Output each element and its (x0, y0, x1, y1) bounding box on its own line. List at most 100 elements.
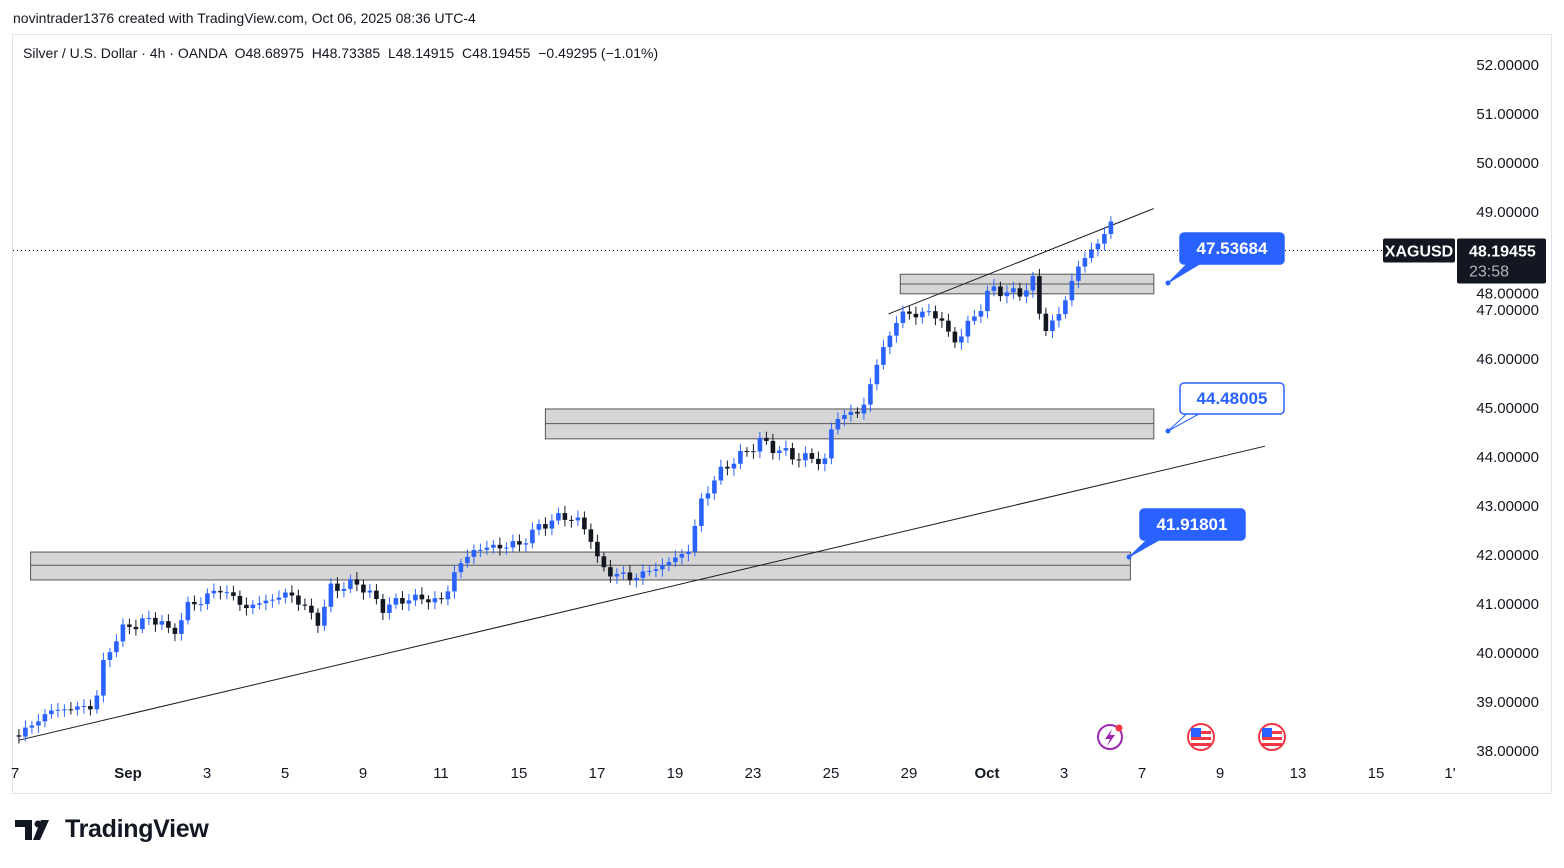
candle-body (556, 513, 561, 521)
time-axis-label: 7 (1138, 765, 1146, 782)
candle-body (705, 493, 711, 499)
price-axis-label: 45.00000 (1476, 400, 1539, 417)
time-axis-label: 1' (1444, 765, 1455, 782)
plot-area[interactable] (16, 208, 1266, 744)
candle-body (725, 466, 730, 469)
candle-body (679, 554, 685, 558)
candle-body (1056, 314, 1062, 321)
candle-body (939, 318, 945, 321)
candle-body (42, 714, 48, 722)
high-value: H48.73385 (311, 45, 381, 61)
candle-body (829, 429, 834, 459)
candle-body (185, 601, 191, 621)
candle-body (107, 652, 113, 660)
price-callout[interactable] (1139, 508, 1246, 541)
flag-stripe (1262, 737, 1282, 740)
candle-body (569, 519, 574, 521)
candle-body (68, 709, 74, 711)
trendline[interactable] (18, 445, 1266, 741)
candle-body (328, 583, 334, 607)
callout-label: 44.48005 (1197, 389, 1268, 408)
candle-body (946, 320, 951, 332)
candle-body (894, 322, 899, 336)
callout-anchor (1165, 428, 1171, 434)
candle-body (744, 451, 750, 453)
candle-body (991, 286, 997, 291)
time-axis-label: 17 (589, 765, 606, 782)
candle-body (101, 659, 106, 696)
candle-body (595, 541, 600, 557)
price-callout[interactable] (1179, 232, 1285, 265)
candle-body (920, 311, 925, 318)
candle-body (36, 721, 41, 726)
candle-body (419, 594, 425, 600)
candle-body (647, 570, 652, 572)
candle-body (296, 595, 301, 605)
notification-dot-icon (1115, 724, 1123, 732)
candle-body (62, 709, 67, 711)
price-callout[interactable] (1179, 382, 1285, 415)
candle-body (237, 595, 243, 605)
candle-body (172, 627, 178, 634)
callout-label: 47.53684 (1197, 239, 1268, 258)
time-axis-label: 15 (511, 765, 528, 782)
candle-body (530, 529, 535, 544)
support-zone[interactable] (30, 551, 1131, 581)
price-axis-label: 40.00000 (1476, 645, 1539, 662)
candle-body (1082, 258, 1088, 267)
candle-body (770, 440, 776, 454)
candle-body (718, 466, 724, 481)
candle-body (614, 573, 620, 577)
candle-body (1017, 288, 1023, 297)
candle-body (549, 520, 555, 529)
candle-body (978, 311, 984, 317)
candle-body (1030, 276, 1036, 291)
candle-body (1004, 292, 1010, 297)
candle-body (634, 577, 639, 581)
candle-body (387, 604, 392, 613)
candle-body (1089, 249, 1094, 259)
time-axis-area[interactable] (13, 744, 1455, 756)
candle-body (224, 592, 230, 594)
candle-body (660, 565, 665, 570)
candle-body (400, 598, 405, 604)
tv-logo-icon (15, 819, 49, 840)
candle-body (205, 593, 210, 605)
candle-body (640, 571, 646, 578)
close-value: C48.19455 (461, 45, 531, 61)
candle-body (608, 567, 613, 577)
candle-body (588, 529, 594, 542)
candle-body (712, 480, 717, 494)
candle-body (673, 557, 678, 563)
change-value: −0.49295 (−1.01%) (538, 45, 659, 61)
trendline[interactable] (888, 208, 1154, 315)
time-axis-label: 23 (745, 765, 762, 782)
candle-body (874, 364, 880, 385)
candle-body (159, 621, 165, 625)
lightning-event-icon[interactable] (1097, 724, 1123, 750)
candle-body (998, 286, 1003, 297)
candle-body (959, 336, 964, 343)
price-axis-label: 51.00000 (1476, 106, 1539, 123)
price-axis-label: 39.00000 (1476, 694, 1539, 711)
price-axis-label: 48.00000 (1476, 285, 1539, 302)
candle-body (699, 498, 704, 526)
tradingview-logo[interactable]: TradingView (15, 815, 209, 844)
price-axis-label: 43.00000 (1476, 498, 1539, 515)
symbol-title[interactable]: Silver / U.S. Dollar · 4h · OANDA (23, 45, 227, 61)
candle-body (413, 594, 418, 601)
candle-body (816, 458, 821, 465)
candle-body (887, 335, 893, 348)
candle-body (88, 706, 93, 710)
candle-body (822, 458, 828, 465)
symbol-badge-label: XAGUSD (1385, 243, 1453, 260)
chart-frame (12, 34, 1552, 794)
candle-body (1095, 243, 1101, 250)
candle-body (478, 549, 483, 551)
candle-body (491, 544, 496, 548)
candle-body (582, 517, 587, 530)
candle-body (133, 626, 139, 630)
candle-body (283, 592, 288, 598)
candle-body (666, 562, 672, 566)
